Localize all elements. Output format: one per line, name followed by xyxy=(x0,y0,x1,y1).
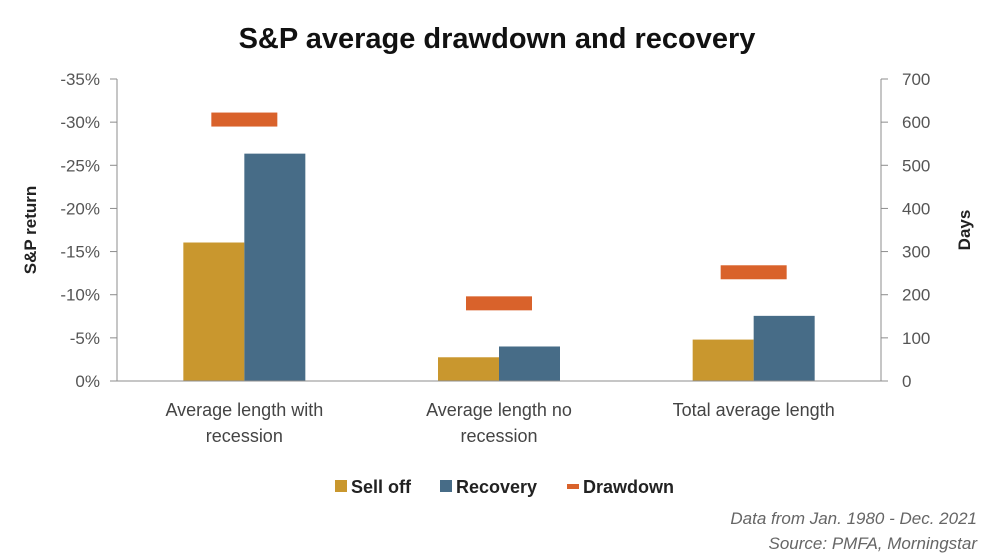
bar-recovery xyxy=(499,346,560,381)
legend-label-recovery: Recovery xyxy=(456,477,537,497)
category-label: recession xyxy=(460,426,537,446)
left-axis-title: S&P return xyxy=(21,186,40,275)
right-axis-title: Days xyxy=(955,210,974,251)
chart-title: S&P average drawdown and recovery xyxy=(239,23,756,55)
right-axis-tick-label: 600 xyxy=(902,113,930,132)
legend-swatch-sell-off xyxy=(335,480,347,492)
right-axis-tick-label: 100 xyxy=(902,329,930,348)
marker-drawdown xyxy=(211,112,278,127)
bar-sell-off xyxy=(438,357,499,381)
plot-area: 0% -5% -10% -15% -20% -25% -30% -35% S&P return 0… xyxy=(21,70,974,446)
footnote-source: Source: PMFA, Morningstar xyxy=(768,534,977,553)
marker-drawdown xyxy=(466,296,532,311)
legend-swatch-drawdown xyxy=(567,484,579,489)
right-axis-tick-label: 0 xyxy=(902,372,911,391)
category-label: Average length with xyxy=(165,400,323,420)
legend-swatch-recovery xyxy=(440,480,452,492)
right-axis-tick-label: 300 xyxy=(902,243,930,262)
category-label: Total average length xyxy=(673,400,835,420)
category-label: recession xyxy=(206,426,283,446)
legend-label-drawdown: Drawdown xyxy=(583,477,674,497)
right-axis-tick-label: 700 xyxy=(902,70,930,89)
left-axis-tick-label: -5% xyxy=(70,329,100,348)
left-axis-tick-label: -15% xyxy=(60,243,100,262)
bar-sell-off xyxy=(692,339,754,381)
marker-drawdown xyxy=(720,265,787,280)
left-axis-tick-label: -25% xyxy=(60,156,100,175)
bar-recovery xyxy=(753,315,815,381)
left-axis-tick-label: -35% xyxy=(60,70,100,89)
bar-sell-off xyxy=(183,242,245,381)
bar-recovery xyxy=(244,153,306,381)
legend-label-sell-off: Sell off xyxy=(351,477,412,497)
right-axis-tick-label: 200 xyxy=(902,286,930,305)
left-axis-tick-label: -20% xyxy=(60,199,100,218)
left-axis-tick-label: -30% xyxy=(60,113,100,132)
legend: Sell off Recovery Drawdown xyxy=(335,477,674,497)
right-axis-tick-label: 500 xyxy=(902,156,930,175)
footnote-data-range: Data from Jan. 1980 - Dec. 2021 xyxy=(730,509,977,528)
left-axis-tick-label: 0% xyxy=(75,372,100,391)
category-label: Average length no xyxy=(426,400,572,420)
left-axis-tick-label: -10% xyxy=(60,286,100,305)
right-axis-tick-label: 400 xyxy=(902,199,930,218)
